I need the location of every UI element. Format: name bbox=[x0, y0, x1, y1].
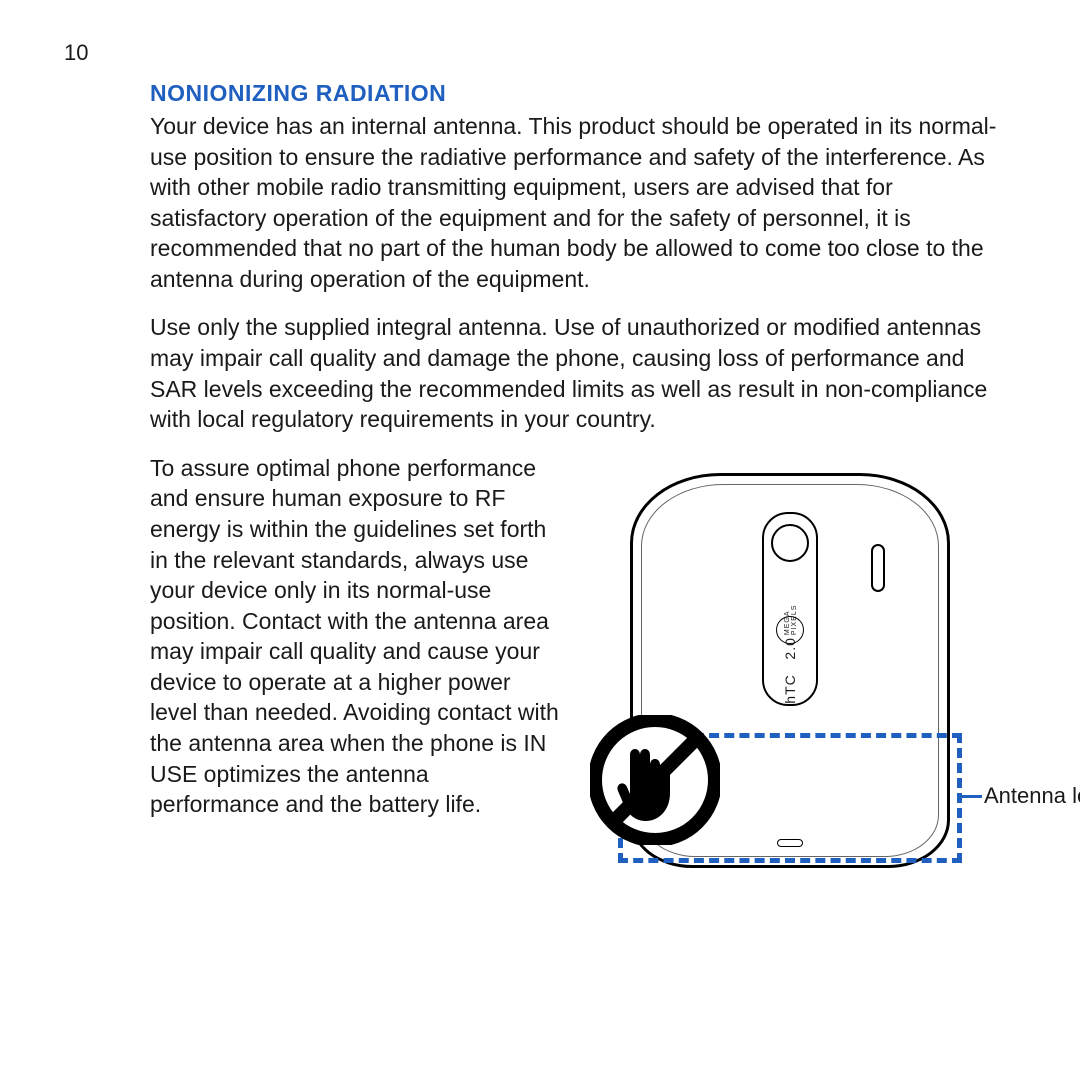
camera-label: hTC 2.0 MEGAPIXELS bbox=[782, 604, 798, 703]
camera-megapixel-value: 2.0 bbox=[782, 637, 798, 659]
content-area: NONIONIZING RADIATION Your device has an… bbox=[150, 80, 1000, 893]
text-figure-row: To assure optimal phone performance and … bbox=[150, 453, 1000, 893]
camera-unit-bottom: PIXELS bbox=[791, 604, 798, 635]
no-touch-icon bbox=[590, 715, 720, 845]
text-column: To assure optimal phone performance and … bbox=[150, 453, 560, 820]
page-number: 10 bbox=[64, 40, 88, 66]
camera-unit-top: MEGA bbox=[784, 610, 791, 635]
paragraph-3: To assure optimal phone performance and … bbox=[150, 453, 560, 820]
speaker-slit-icon bbox=[871, 544, 885, 592]
camera-unit: MEGAPIXELS bbox=[784, 604, 798, 635]
antenna-location-label: Antenna location bbox=[984, 783, 1080, 809]
figure-column: hTC 2.0MEGAPIXELS Antenna location bbox=[560, 453, 1000, 893]
page: 10 NONIONIZING RADIATION Your device has… bbox=[0, 0, 1080, 1080]
antenna-leader-line bbox=[962, 795, 982, 798]
paragraph-2: Use only the supplied integral antenna. … bbox=[150, 312, 1000, 434]
section-heading: NONIONIZING RADIATION bbox=[150, 80, 1000, 107]
camera-brand: hTC bbox=[782, 674, 798, 703]
paragraph-1: Your device has an internal antenna. Thi… bbox=[150, 111, 1000, 294]
camera-lens-icon bbox=[771, 524, 809, 562]
